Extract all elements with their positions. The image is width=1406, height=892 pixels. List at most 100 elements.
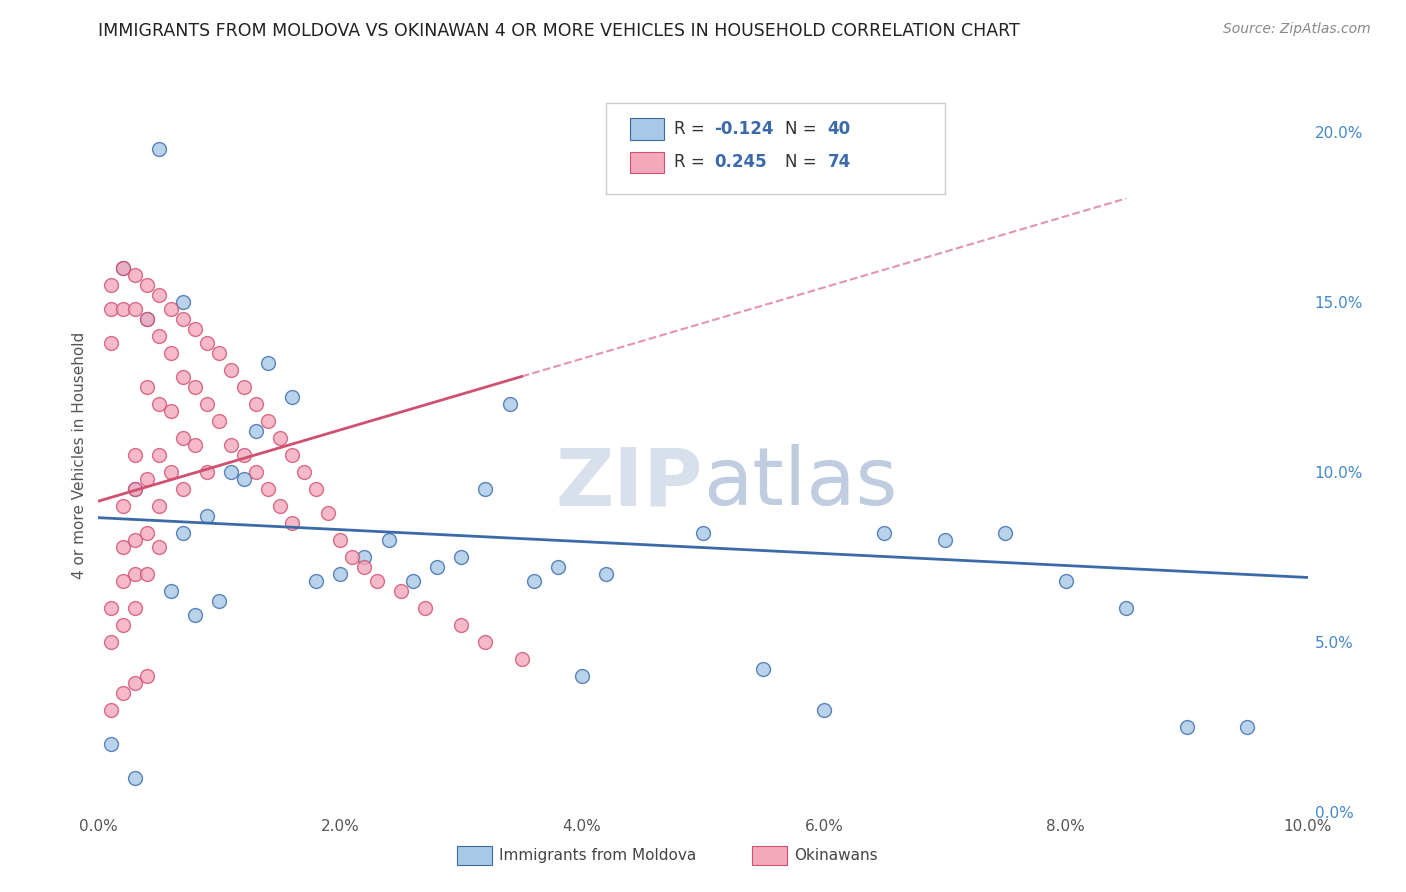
- Point: [510, 652, 533, 666]
- Text: R =: R =: [673, 120, 710, 137]
- FancyBboxPatch shape: [606, 103, 945, 194]
- Point: [305, 482, 328, 496]
- Text: IMMIGRANTS FROM MOLDOVA VS OKINAWAN 4 OR MORE VEHICLES IN HOUSEHOLD CORRELATION : IMMIGRANTS FROM MOLDOVA VS OKINAWAN 4 OR…: [98, 22, 1021, 40]
- Point: [135, 472, 157, 486]
- Point: [172, 526, 194, 541]
- Point: [100, 600, 122, 615]
- Point: [111, 301, 134, 316]
- Point: [256, 414, 278, 428]
- Point: [111, 499, 134, 513]
- Point: [124, 675, 146, 690]
- Point: [595, 566, 617, 581]
- Point: [124, 482, 146, 496]
- Point: [450, 617, 472, 632]
- Point: [221, 363, 243, 377]
- FancyBboxPatch shape: [630, 118, 664, 139]
- Point: [148, 397, 170, 411]
- Point: [256, 482, 278, 496]
- Point: [523, 574, 546, 588]
- Text: R =: R =: [673, 153, 710, 171]
- Point: [124, 301, 146, 316]
- Point: [184, 607, 207, 622]
- Point: [135, 312, 157, 326]
- Point: [305, 574, 328, 588]
- Point: [184, 380, 207, 394]
- Point: [232, 380, 254, 394]
- Text: atlas: atlas: [703, 444, 897, 523]
- Point: [135, 278, 157, 293]
- Point: [124, 771, 146, 785]
- Point: [474, 635, 496, 649]
- Point: [172, 482, 194, 496]
- Text: Source: ZipAtlas.com: Source: ZipAtlas.com: [1223, 22, 1371, 37]
- Point: [111, 574, 134, 588]
- Point: [135, 526, 157, 541]
- Point: [342, 549, 364, 564]
- Point: [413, 600, 436, 615]
- Point: [256, 356, 278, 370]
- Point: [172, 369, 194, 384]
- Point: [148, 540, 170, 554]
- Point: [184, 438, 207, 452]
- Point: [160, 583, 183, 598]
- Point: [232, 472, 254, 486]
- Point: [245, 465, 267, 479]
- Point: [232, 448, 254, 462]
- Point: [100, 278, 122, 293]
- Point: [692, 526, 714, 541]
- Point: [571, 669, 593, 683]
- Point: [1236, 720, 1258, 734]
- Text: 0.245: 0.245: [714, 153, 766, 171]
- Point: [160, 403, 183, 417]
- Point: [135, 566, 157, 581]
- Point: [195, 465, 218, 479]
- Point: [1175, 720, 1198, 734]
- Point: [1115, 600, 1137, 615]
- Point: [208, 414, 231, 428]
- Point: [426, 560, 449, 574]
- Point: [377, 533, 399, 547]
- Point: [402, 574, 425, 588]
- Y-axis label: 4 or more Vehicles in Household: 4 or more Vehicles in Household: [72, 331, 87, 579]
- Point: [498, 397, 520, 411]
- Text: N =: N =: [785, 153, 823, 171]
- Point: [245, 424, 267, 438]
- Point: [172, 295, 194, 310]
- Point: [160, 465, 183, 479]
- Point: [195, 335, 218, 350]
- Text: Immigrants from Moldova: Immigrants from Moldova: [499, 848, 696, 863]
- Point: [124, 448, 146, 462]
- Point: [245, 397, 267, 411]
- FancyBboxPatch shape: [630, 152, 664, 173]
- Point: [366, 574, 388, 588]
- Point: [135, 669, 157, 683]
- Point: [221, 438, 243, 452]
- Point: [148, 288, 170, 302]
- Point: [172, 431, 194, 445]
- Text: N =: N =: [785, 120, 823, 137]
- Text: Okinawans: Okinawans: [794, 848, 877, 863]
- Point: [450, 549, 472, 564]
- Point: [208, 346, 231, 360]
- Point: [124, 600, 146, 615]
- Point: [353, 549, 375, 564]
- Point: [111, 686, 134, 700]
- Point: [148, 329, 170, 343]
- Point: [474, 482, 496, 496]
- Text: -0.124: -0.124: [714, 120, 773, 137]
- Point: [111, 260, 134, 275]
- Point: [752, 662, 775, 676]
- Point: [1054, 574, 1077, 588]
- Point: [148, 142, 170, 156]
- Point: [124, 566, 146, 581]
- Point: [316, 506, 339, 520]
- Point: [160, 346, 183, 360]
- Point: [100, 737, 122, 751]
- Point: [353, 560, 375, 574]
- Point: [160, 301, 183, 316]
- Point: [100, 335, 122, 350]
- Point: [934, 533, 956, 547]
- Point: [124, 482, 146, 496]
- Point: [292, 465, 315, 479]
- Point: [124, 268, 146, 282]
